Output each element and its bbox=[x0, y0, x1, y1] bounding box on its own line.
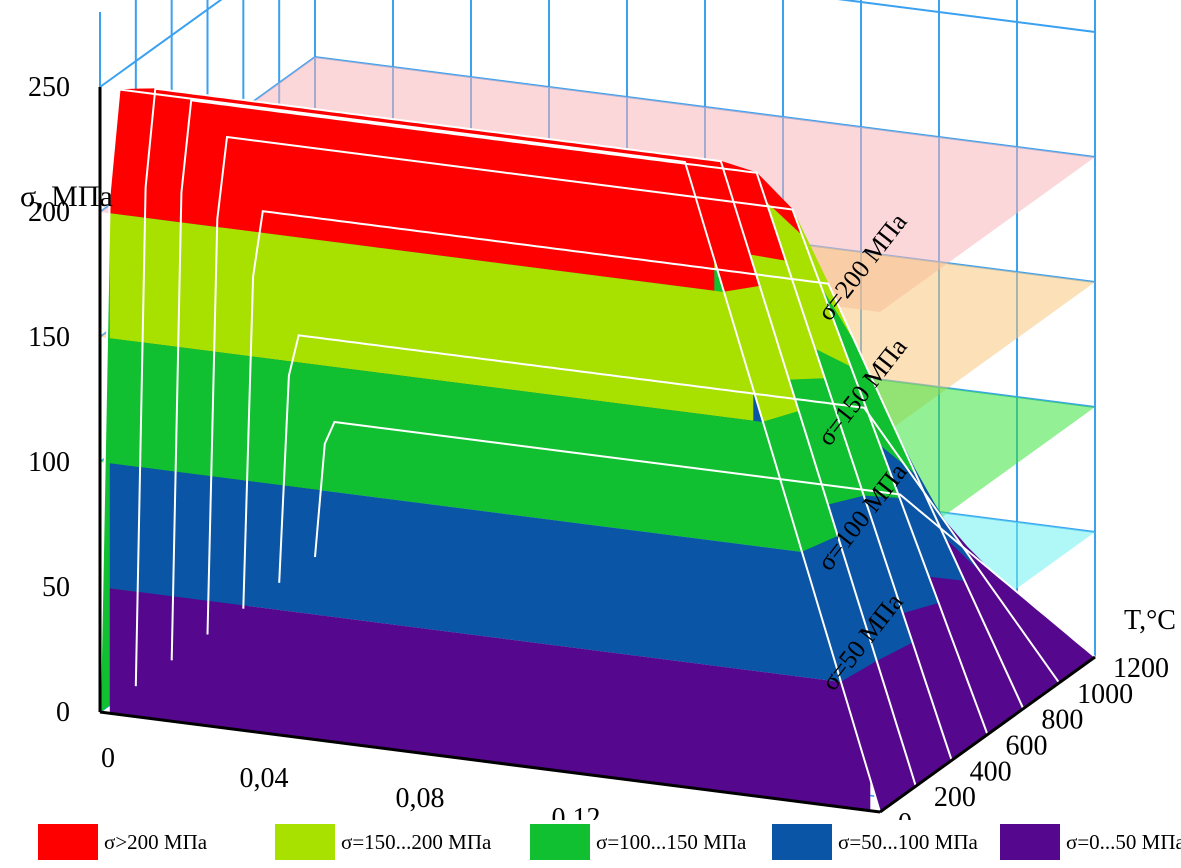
front-band bbox=[109, 338, 803, 552]
legend-label: σ=0...50 МПа bbox=[1066, 829, 1181, 854]
y-tick-label: 0 bbox=[898, 808, 912, 820]
legend-item: σ=150...200 МПа bbox=[275, 822, 491, 862]
x-tick-label: 0 bbox=[101, 743, 115, 774]
legend-swatch bbox=[38, 824, 98, 860]
z-tick-label: 200 bbox=[28, 197, 70, 228]
x-axis-label: ε bbox=[466, 818, 478, 820]
y-tick-label: 600 bbox=[1006, 731, 1048, 762]
z-tick-label: 0 bbox=[56, 697, 70, 728]
y-tick-label: 200 bbox=[934, 782, 976, 813]
legend-label: σ=100...150 МПа bbox=[596, 829, 747, 854]
front-band bbox=[109, 89, 715, 291]
y-tick-label: 800 bbox=[1041, 705, 1083, 736]
z-tick-label: 100 bbox=[28, 447, 70, 478]
legend-item: σ=0...50 МПа bbox=[1000, 822, 1181, 862]
axis-line bbox=[879, 655, 1096, 814]
legend: σ>200 МПа σ=150...200 МПа σ=100...150 МП… bbox=[0, 822, 1181, 862]
legend-swatch bbox=[1000, 824, 1060, 860]
legend-swatch bbox=[275, 824, 335, 860]
stress-curve bbox=[99, 88, 881, 813]
grid-line bbox=[99, 0, 1096, 88]
legend-item: σ=100...150 МПа bbox=[530, 822, 746, 862]
z-tick-label: 150 bbox=[28, 322, 70, 353]
legend-item: σ=50...100 МПа bbox=[772, 822, 978, 862]
stress-curve bbox=[242, 210, 1025, 710]
x-tick-label: 0,08 bbox=[396, 783, 445, 814]
stress-curve bbox=[206, 135, 989, 735]
stress-curve bbox=[134, 87, 917, 787]
y-tick-label: 1000 bbox=[1077, 679, 1133, 710]
stress-curve bbox=[314, 420, 1096, 658]
z-tick-label: 50 bbox=[42, 572, 70, 603]
legend-swatch bbox=[530, 824, 590, 860]
front-band bbox=[109, 213, 754, 421]
y-tick-label: 400 bbox=[970, 756, 1012, 787]
stress-curve bbox=[170, 99, 953, 761]
front-band bbox=[109, 463, 842, 682]
front-band bbox=[109, 588, 871, 811]
y-axis-label: T,°C bbox=[1124, 605, 1176, 636]
surface-plot: 05010015020025000,040,080,120,160,202004… bbox=[20, 0, 1176, 820]
legend-swatch bbox=[772, 824, 832, 860]
legend-label: σ>200 МПа bbox=[104, 829, 208, 854]
axes bbox=[98, 87, 1096, 814]
x-tick-label: 0,04 bbox=[240, 763, 289, 794]
legend-label: σ=150...200 МПа bbox=[341, 829, 492, 854]
stress-curve bbox=[278, 334, 1061, 684]
x-tick-label: 0,12 bbox=[552, 803, 601, 820]
axis-line bbox=[99, 710, 881, 814]
stress-surface bbox=[99, 87, 1096, 813]
y-tick-label: 1200 bbox=[1113, 653, 1169, 684]
z-axis-label: σ, МПа bbox=[20, 180, 113, 213]
legend-label: σ=50...100 МПа bbox=[838, 829, 978, 854]
z-tick-label: 250 bbox=[28, 72, 70, 103]
legend-item: σ>200 МПа bbox=[38, 822, 207, 862]
